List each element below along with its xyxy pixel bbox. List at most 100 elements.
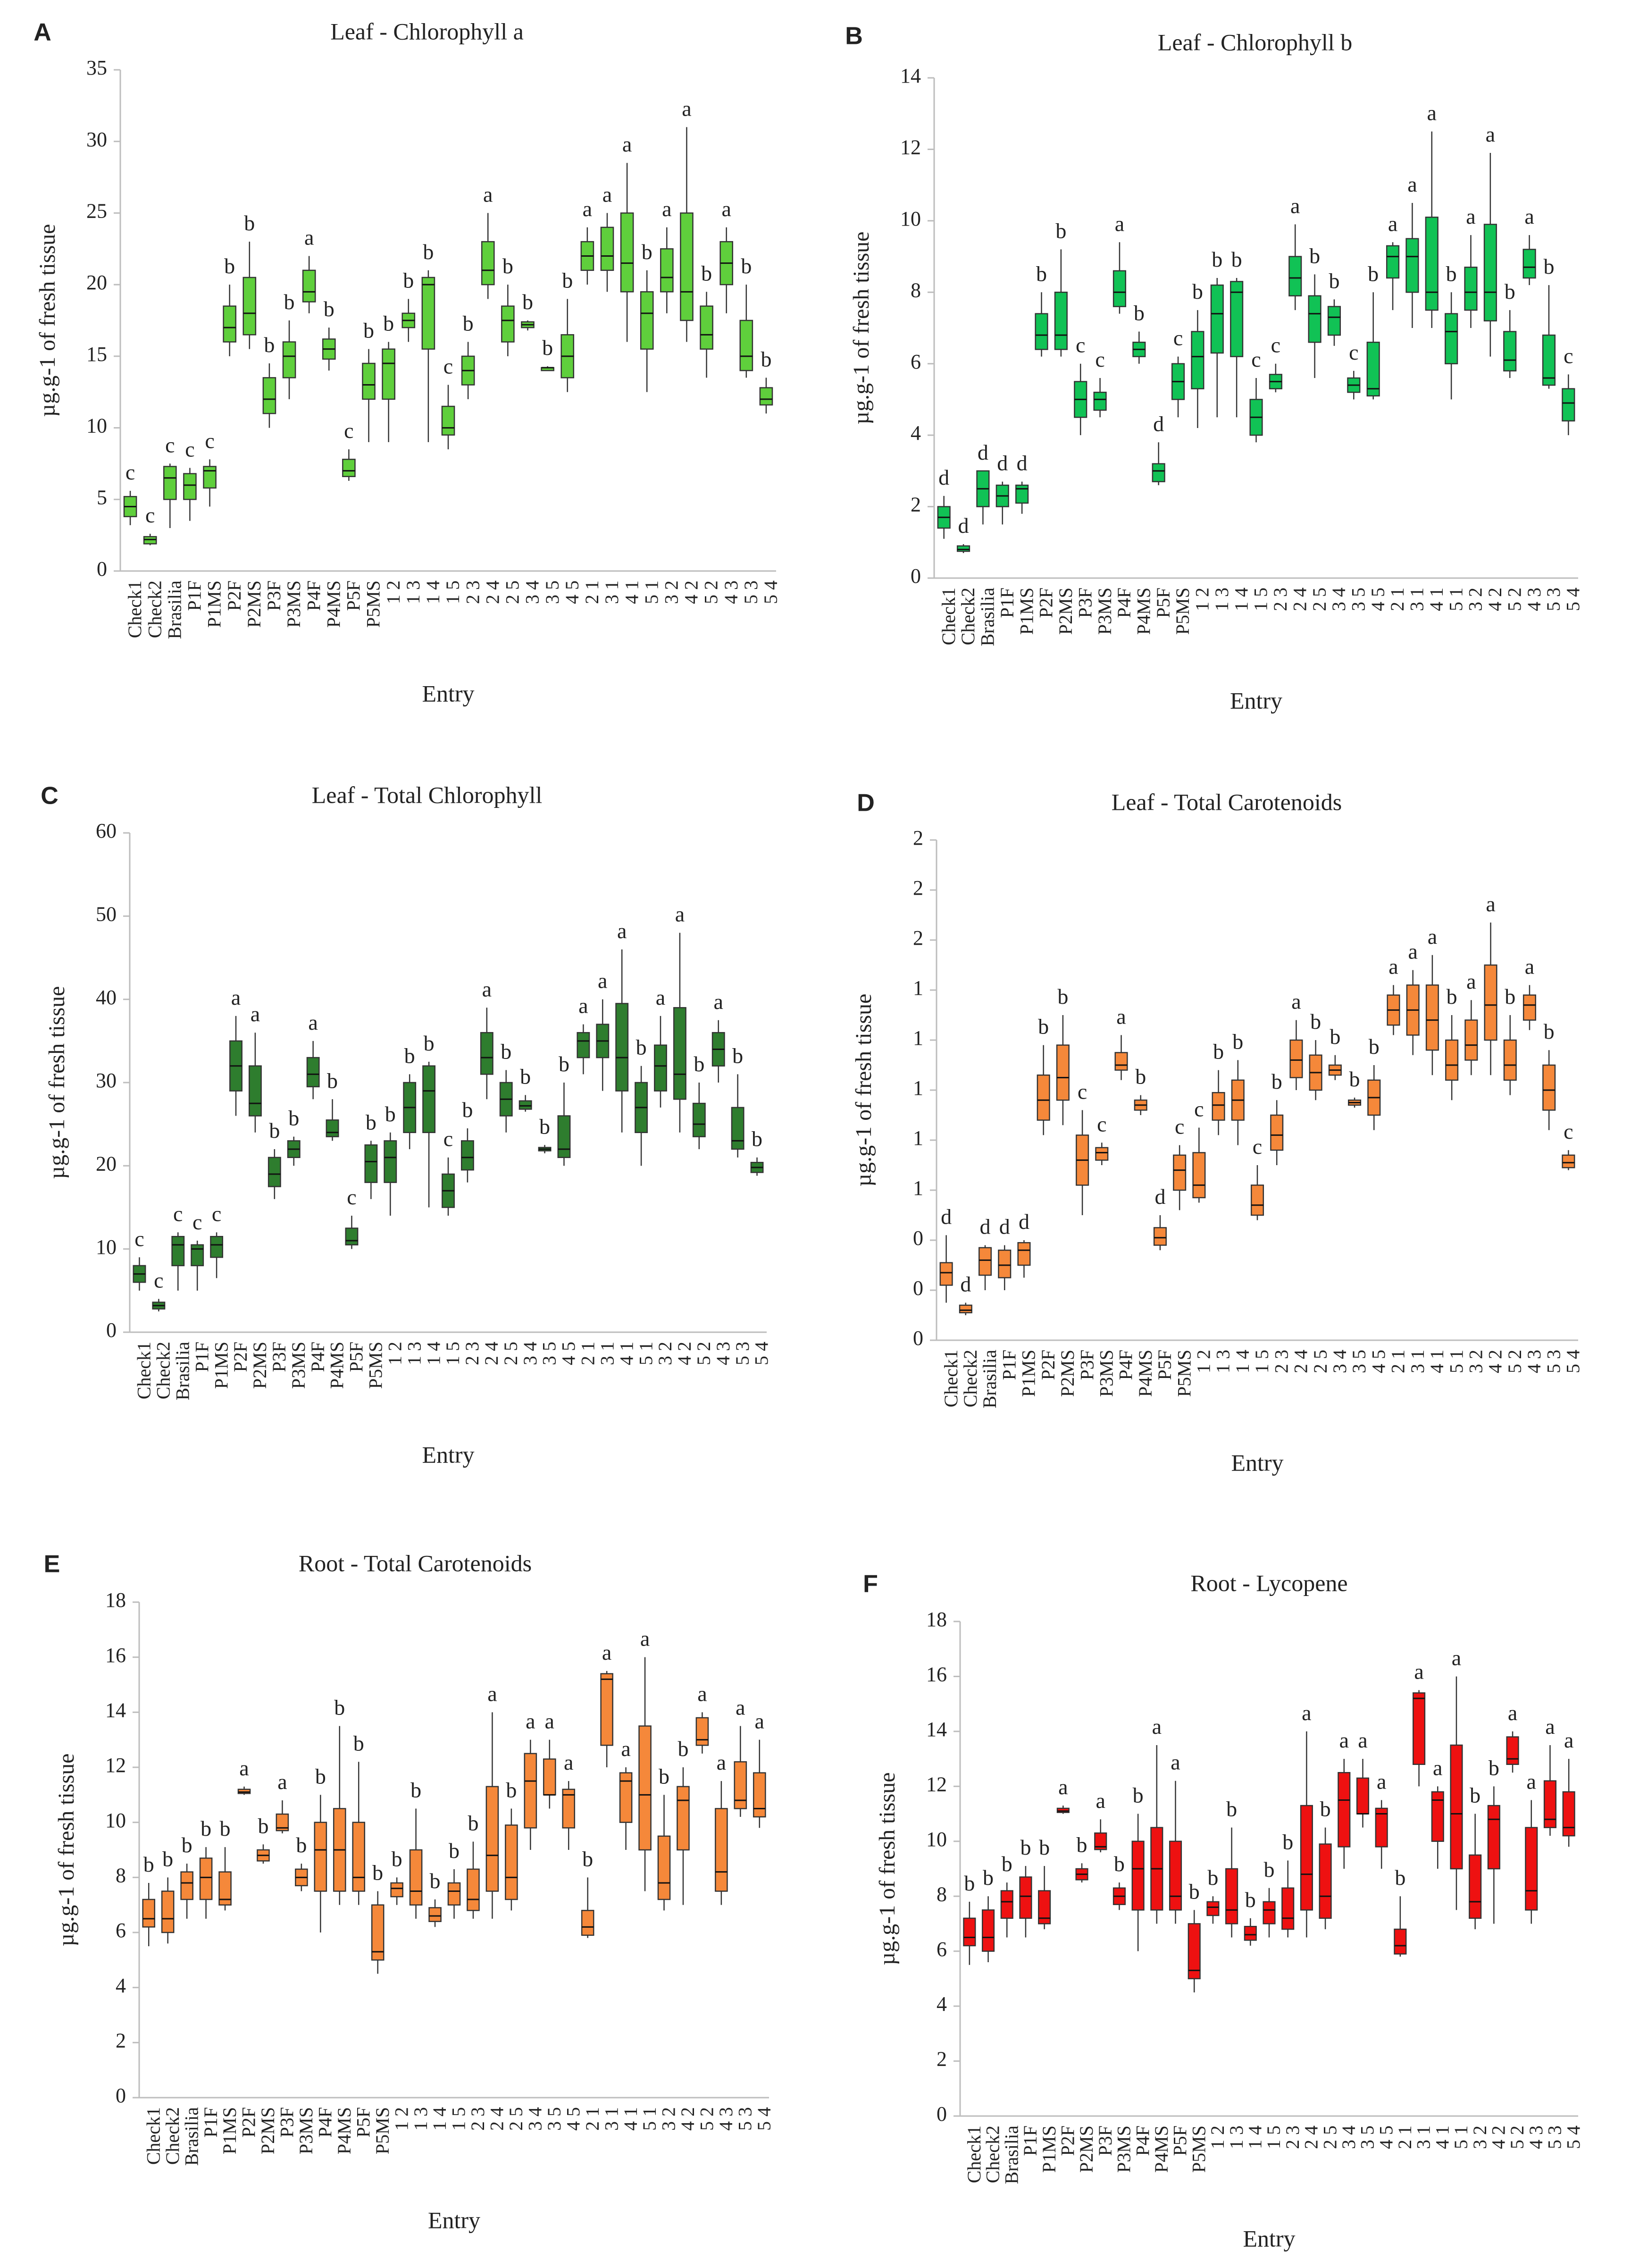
box-body (557, 1115, 571, 1158)
x-tick-label: P2MS (1076, 2125, 1097, 2173)
box-28: b 3 2 (657, 1764, 679, 2131)
significance-letter: b (1505, 279, 1515, 303)
box-body (1112, 270, 1127, 307)
x-tick-label: 2 5 (502, 580, 523, 604)
box-body (956, 545, 970, 552)
box-4: c P1F (191, 1210, 212, 1372)
x-tick-label: 3 5 (1347, 588, 1369, 611)
box-11: b P4MS (1132, 301, 1154, 635)
significance-letter: a (1466, 969, 1476, 993)
y-tick-label: 0 (97, 557, 107, 580)
box-27: b 5 1 (1445, 261, 1466, 611)
box-body (1191, 331, 1204, 389)
x-tick-label: P1MS (1038, 2125, 1060, 2173)
significance-letter: a (1388, 954, 1398, 978)
significance-letter: b (1446, 261, 1457, 286)
chart-panel-B: B Leaf - Chlorophyll b 0 2 4 6 8 10 12 14 µg.g-1 o… (845, 23, 1583, 714)
x-tick-label: 5 2 (1506, 2125, 1528, 2149)
box-body (480, 1032, 493, 1075)
box-body (191, 1244, 204, 1267)
x-tick-label: P1MS (204, 580, 225, 628)
box-18: b 2 3 (461, 311, 483, 604)
x-tick-label: P2F (1057, 2125, 1079, 2156)
significance-letter: b (677, 1737, 688, 1761)
box-21: b 3 4 (519, 1064, 541, 1365)
x-tick-label: 1 2 (383, 580, 404, 604)
significance-letter: a (621, 1737, 630, 1761)
y-tick-label: 16 (105, 1644, 126, 1667)
box-2: d Check2 (956, 513, 979, 645)
significance-letter: b (264, 333, 275, 357)
box-body (326, 1119, 339, 1137)
x-tick-label: 4 2 (674, 1342, 695, 1365)
box-10: a P4F (1112, 211, 1135, 618)
box-15: b 1 3 (1225, 1797, 1247, 2149)
box-body (1525, 1827, 1538, 1911)
box-28: b 3 2 (1469, 1783, 1490, 2149)
panel-letter: E (44, 1551, 60, 1578)
significance-letter: a (1291, 990, 1301, 1014)
box-15: b 1 3 (403, 1043, 425, 1365)
box-body (1394, 1928, 1407, 1955)
box-body (1270, 1114, 1284, 1151)
box-16: b 1 4 (1231, 1029, 1253, 1373)
significance-letter: b (392, 1847, 402, 1871)
box-body (1308, 295, 1322, 343)
box-20: b 2 5 (501, 254, 523, 604)
significance-letter: a (1525, 954, 1534, 978)
significance-letter: b (659, 1764, 669, 1788)
box-body (1250, 1184, 1264, 1216)
box-15: b 1 3 (409, 1778, 431, 2131)
box-body (306, 1057, 320, 1088)
box-body (700, 305, 713, 350)
box-6: b P2F (1035, 261, 1057, 618)
significance-letter: b (1189, 1879, 1200, 1903)
significance-letter: a (622, 132, 632, 156)
significance-letter: b (258, 1814, 268, 1838)
x-tick-label: 3 2 (1469, 2125, 1490, 2149)
x-tick-label: P5F (343, 580, 364, 611)
box-18: b 2 3 (460, 1098, 483, 1365)
box-body (1210, 284, 1224, 354)
y-tick-label: 2 (913, 876, 923, 899)
box-body (1037, 1074, 1050, 1121)
box-1: b Check1 (142, 1852, 164, 2165)
significance-letter: c (145, 503, 155, 527)
y-tick-label: 1 (913, 1126, 923, 1150)
x-tick-label: 3 5 (539, 1342, 560, 1365)
x-tick-label: 1 5 (442, 580, 463, 604)
box-1: c Check1 (133, 1226, 155, 1399)
x-axis-label: Entry (1231, 1449, 1283, 1476)
x-tick-label: P2F (238, 2107, 259, 2138)
x-tick-label: 4 5 (1367, 588, 1388, 611)
box-body (619, 1772, 633, 1823)
box-body (1542, 1064, 1556, 1111)
box-body (1131, 1840, 1145, 1911)
y-axis-label: µg.g-1 of fresh tissue (54, 1754, 79, 1947)
y-tick-label: 12 (926, 1772, 947, 1796)
box-16: b 1 4 (1230, 247, 1252, 611)
x-tick-label: 2 1 (577, 1342, 599, 1365)
box-12: d P5F (1153, 1184, 1175, 1380)
box-body (302, 269, 316, 302)
box-body (519, 1100, 532, 1110)
x-tick-label: 4 1 (616, 1342, 637, 1365)
x-tick-label: 2 3 (1270, 588, 1291, 611)
box-2: d Check2 (959, 1272, 981, 1407)
significance-letter: b (506, 1778, 517, 1802)
box-27: b 5 1 (1445, 984, 1467, 1373)
x-tick-label: 1 4 (423, 1342, 444, 1365)
box-1: d Check1 (937, 465, 959, 645)
significance-letter: d (1154, 1184, 1165, 1209)
x-tick-label: P3MS (295, 2107, 317, 2154)
box-25: a 3 1 (1405, 172, 1428, 611)
x-tick-label: Check1 (963, 2125, 985, 2183)
x-tick-label: P1F (998, 1350, 1020, 1380)
x-tick-label: 3 2 (654, 1342, 676, 1365)
x-tick-label: 1 3 (1213, 1350, 1234, 1373)
x-tick-label: 4 2 (1484, 588, 1506, 611)
significance-letter: b (296, 1833, 307, 1857)
y-tick-label: 0 (116, 2084, 126, 2107)
box-14: c 1 2 (1192, 1097, 1214, 1373)
x-tick-label: 3 1 (601, 2107, 622, 2131)
